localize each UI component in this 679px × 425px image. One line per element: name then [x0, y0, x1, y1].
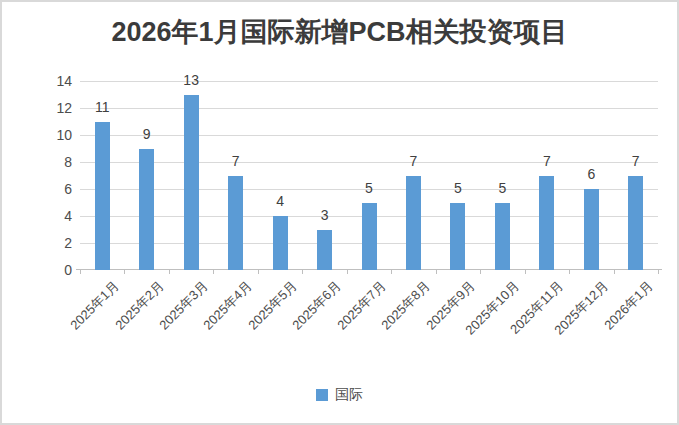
x-axis-tick	[391, 270, 392, 274]
y-axis-tick-label: 14	[34, 73, 72, 89]
chart-container: 2026年1月国际新增PCB相关投资项目 02468101214112025年1…	[0, 0, 679, 425]
gridline	[80, 162, 658, 163]
bar	[406, 176, 421, 271]
bar-value-label: 7	[525, 152, 569, 170]
y-axis-tick-label: 4	[34, 208, 72, 224]
x-axis-tick	[480, 270, 481, 274]
bar-value-label: 9	[125, 125, 169, 143]
bar	[362, 203, 377, 271]
x-axis-tick	[436, 270, 437, 274]
bar	[495, 203, 510, 271]
gridline	[80, 81, 658, 82]
bar	[139, 149, 154, 271]
plot-area: 02468101214112025年1月92025年2月132025年3月720…	[80, 81, 658, 270]
x-axis-tick	[347, 270, 348, 274]
y-axis-tick-label: 2	[34, 235, 72, 251]
bar-value-label: 5	[347, 179, 391, 197]
legend: 国际	[2, 386, 677, 404]
x-axis-tick	[124, 270, 125, 274]
y-axis-tick-label: 8	[34, 154, 72, 170]
x-axis-tick	[302, 270, 303, 274]
y-axis-tick-label: 12	[34, 100, 72, 116]
bar	[584, 189, 599, 270]
y-axis-tick-label: 10	[34, 127, 72, 143]
x-axis-tick	[169, 270, 170, 274]
bar	[628, 176, 643, 271]
chart-title: 2026年1月国际新增PCB相关投资项目	[2, 14, 677, 50]
bar	[450, 203, 465, 271]
bar-value-label: 6	[569, 165, 613, 183]
bar	[317, 230, 332, 271]
bar-value-label: 7	[214, 152, 258, 170]
bar-value-label: 13	[169, 71, 213, 89]
gridline	[80, 108, 658, 109]
x-axis-tick	[80, 270, 81, 274]
x-axis-tick	[569, 270, 570, 274]
x-axis-tick	[525, 270, 526, 274]
bar	[184, 95, 199, 271]
bar	[228, 176, 243, 271]
x-axis-tick	[258, 270, 259, 274]
bar-value-label: 11	[80, 98, 124, 116]
x-axis-tick	[614, 270, 615, 274]
bar-value-label: 5	[480, 179, 524, 197]
bar-value-label: 3	[303, 206, 347, 224]
bar-value-label: 4	[258, 192, 302, 210]
bar-value-label: 7	[391, 152, 435, 170]
x-axis-tick	[658, 270, 659, 274]
legend-swatch-icon	[316, 389, 328, 401]
y-axis-tick-label: 0	[34, 262, 72, 278]
bar-value-label: 5	[436, 179, 480, 197]
y-axis-tick-label: 6	[34, 181, 72, 197]
legend-label: 国际	[335, 386, 363, 404]
bar	[273, 216, 288, 270]
bar-value-label: 7	[614, 152, 658, 170]
bar	[95, 122, 110, 271]
x-axis-tick	[213, 270, 214, 274]
bar	[539, 176, 554, 271]
